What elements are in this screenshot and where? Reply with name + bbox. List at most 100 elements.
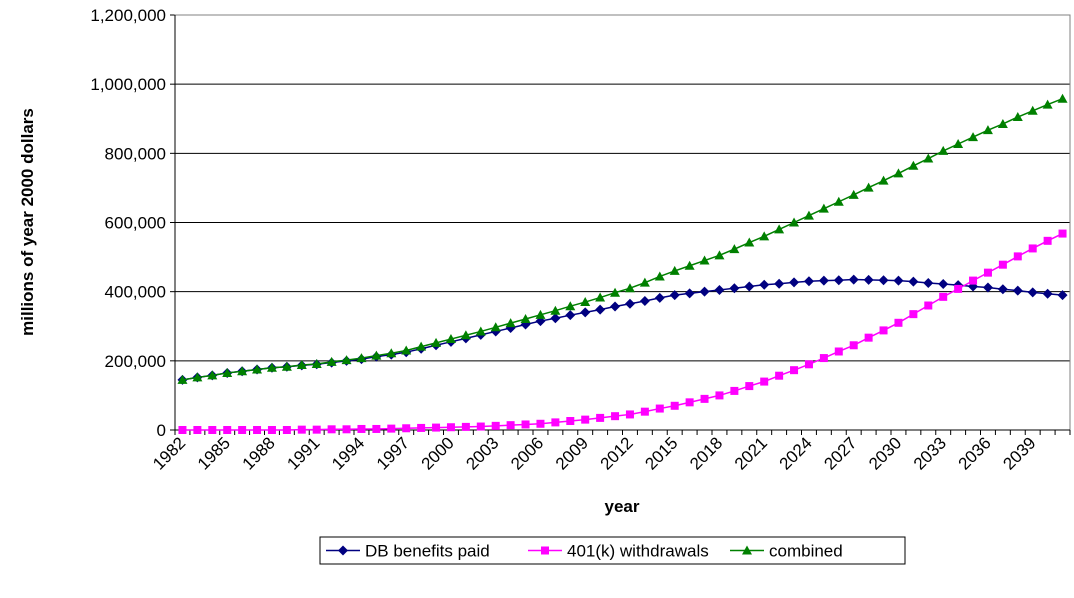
marker bbox=[893, 275, 904, 286]
x-tick-label: 2027 bbox=[820, 433, 860, 473]
marker bbox=[535, 309, 546, 319]
marker bbox=[550, 305, 561, 315]
x-axis-title: year bbox=[605, 497, 640, 516]
marker bbox=[923, 278, 934, 289]
marker bbox=[908, 276, 919, 287]
x-tick-label: 2033 bbox=[910, 433, 950, 473]
marker bbox=[610, 287, 621, 297]
marker bbox=[490, 322, 501, 332]
marker bbox=[998, 260, 1007, 269]
marker bbox=[372, 424, 381, 433]
marker bbox=[222, 367, 233, 377]
marker bbox=[296, 359, 307, 369]
marker bbox=[833, 196, 844, 206]
marker bbox=[669, 290, 680, 301]
marker bbox=[281, 361, 292, 371]
x-tick-label: 2036 bbox=[955, 433, 995, 473]
marker bbox=[566, 417, 575, 426]
marker bbox=[476, 422, 485, 431]
y-tick-label: 600,000 bbox=[105, 214, 166, 233]
marker bbox=[774, 278, 785, 289]
marker bbox=[267, 426, 276, 434]
marker bbox=[193, 426, 202, 434]
marker bbox=[237, 366, 248, 376]
marker bbox=[580, 307, 591, 318]
marker bbox=[311, 358, 322, 368]
marker bbox=[550, 313, 561, 324]
marker bbox=[595, 304, 606, 315]
series-line bbox=[182, 97, 1063, 381]
marker bbox=[1013, 252, 1022, 261]
marker bbox=[909, 310, 918, 319]
marker bbox=[238, 426, 247, 434]
marker bbox=[954, 284, 963, 293]
x-tick-label: 1985 bbox=[194, 433, 234, 473]
x-tick-label: 1988 bbox=[239, 433, 279, 473]
marker bbox=[625, 410, 634, 419]
marker bbox=[402, 424, 411, 433]
marker bbox=[878, 275, 889, 286]
marker bbox=[327, 425, 336, 434]
y-tick-label: 1,200,000 bbox=[90, 6, 166, 25]
marker bbox=[1042, 288, 1053, 299]
x-tick-label: 1994 bbox=[328, 433, 368, 473]
marker bbox=[804, 360, 813, 369]
marker bbox=[849, 341, 858, 350]
marker bbox=[744, 237, 755, 247]
marker bbox=[833, 275, 844, 286]
x-tick-label: 1997 bbox=[373, 433, 413, 473]
legend-label: combined bbox=[769, 542, 843, 561]
y-tick-label: 200,000 bbox=[105, 352, 166, 371]
marker bbox=[387, 424, 396, 433]
marker bbox=[863, 274, 874, 285]
marker bbox=[730, 386, 739, 395]
marker bbox=[386, 348, 397, 358]
marker bbox=[640, 407, 649, 416]
y-tick-label: 1,000,000 bbox=[90, 75, 166, 94]
marker bbox=[1042, 99, 1053, 109]
legend-label: DB benefits paid bbox=[365, 542, 490, 561]
marker bbox=[759, 231, 770, 241]
marker bbox=[818, 203, 829, 213]
marker bbox=[939, 292, 948, 301]
marker bbox=[371, 350, 382, 360]
marker bbox=[416, 341, 427, 351]
marker bbox=[714, 284, 725, 295]
marker bbox=[729, 283, 740, 294]
marker bbox=[1012, 285, 1023, 296]
marker bbox=[178, 426, 187, 434]
marker bbox=[879, 326, 888, 335]
marker bbox=[1012, 112, 1023, 122]
marker bbox=[1028, 244, 1037, 253]
x-tick-label: 2024 bbox=[776, 433, 816, 473]
marker bbox=[700, 394, 709, 403]
marker bbox=[356, 353, 367, 363]
x-tick-label: 1982 bbox=[149, 433, 189, 473]
marker bbox=[982, 282, 993, 293]
marker bbox=[611, 412, 620, 421]
marker bbox=[565, 301, 576, 311]
marker bbox=[848, 189, 859, 199]
marker bbox=[969, 276, 978, 285]
marker bbox=[790, 366, 799, 375]
marker bbox=[610, 301, 621, 312]
marker bbox=[908, 160, 919, 170]
marker bbox=[401, 345, 412, 355]
marker bbox=[699, 286, 710, 297]
marker bbox=[192, 372, 203, 382]
x-tick-label: 2039 bbox=[999, 433, 1039, 473]
marker bbox=[714, 250, 725, 260]
marker bbox=[654, 292, 665, 303]
marker bbox=[520, 313, 531, 323]
marker bbox=[775, 371, 784, 380]
marker bbox=[491, 421, 500, 430]
marker bbox=[177, 374, 188, 384]
marker bbox=[923, 153, 934, 163]
legend: DB benefits paid 401(k) withdrawals combin… bbox=[319, 536, 906, 565]
y-axis-title: millions of year 2000 dollars bbox=[18, 108, 37, 336]
y-tick-label: 800,000 bbox=[105, 144, 166, 163]
marker bbox=[595, 292, 606, 302]
marker bbox=[742, 545, 752, 555]
marker bbox=[357, 424, 366, 433]
